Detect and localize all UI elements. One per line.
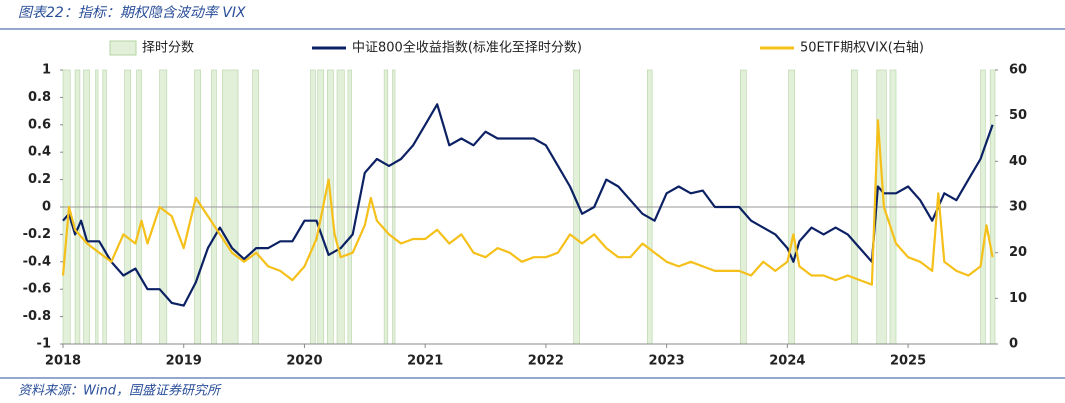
legend-label: 中证800全收益指数(标准化至择时分数) — [352, 40, 582, 56]
y-tick-label: 1 — [42, 63, 51, 78]
x-tick-label: 2022 — [528, 354, 564, 369]
x-tick-label: 2020 — [286, 354, 322, 369]
chart-title: 图表22：指标：期权隐含波动率 VIX — [18, 5, 246, 21]
y-tick-label: 0.6 — [28, 117, 51, 132]
series-line — [62, 103, 994, 307]
y2-tick-label: 0 — [1009, 337, 1018, 352]
y-tick-label: -0.6 — [23, 282, 51, 297]
x-tick-label: 2024 — [769, 354, 805, 369]
y-tick-label: -0.4 — [23, 254, 51, 269]
y-tick-label: 0.2 — [28, 172, 51, 187]
y2-tick-label: 40 — [1009, 154, 1027, 169]
y2-tick-label: 60 — [1009, 63, 1027, 78]
y-tick-label: -0.2 — [23, 227, 51, 242]
y2-tick-label: 30 — [1009, 200, 1027, 215]
legend-swatch — [109, 40, 137, 56]
x-tick-label: 2018 — [45, 354, 81, 369]
y-tick-label: 0.8 — [28, 90, 51, 105]
source: 资料来源：Wind，国盛证券研究所 — [18, 383, 222, 399]
series-line — [61, 119, 994, 286]
legend-label: 50ETF期权VIX(右轴) — [800, 40, 924, 56]
x-tick-label: 2025 — [890, 354, 926, 369]
x-tick-label: 2023 — [649, 354, 685, 369]
y2-tick-label: 10 — [1009, 291, 1027, 306]
y-tick-label: -0.8 — [23, 309, 51, 324]
y-tick-label: 0.4 — [28, 145, 51, 160]
y-tick-label: 0 — [42, 200, 51, 215]
legend-label: 择时分数 — [142, 41, 194, 56]
y2-tick-label: 50 — [1009, 108, 1027, 123]
x-tick-label: 2019 — [166, 354, 202, 369]
y2-tick-label: 20 — [1009, 245, 1027, 260]
y-tick-label: -1 — [37, 337, 51, 352]
x-tick-label: 2021 — [407, 354, 443, 369]
